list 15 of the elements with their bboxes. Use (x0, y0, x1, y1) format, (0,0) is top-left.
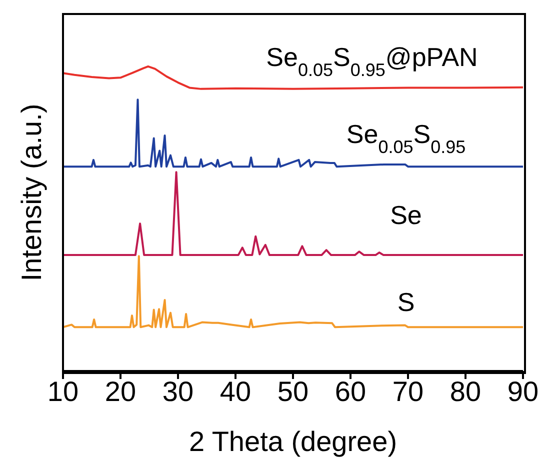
series-label: Se$_{0.05}$S$_{0.95}$@pPAN (266, 42, 478, 80)
x-tick-label: 30 (162, 376, 194, 407)
x-tick-label: 10 (47, 376, 79, 407)
y-axis-title: Intensity (a.u.) (16, 104, 47, 282)
x-tick-label: 40 (220, 376, 252, 407)
x-tick-label: 90 (507, 376, 539, 407)
x-tick-label: 20 (104, 376, 136, 407)
x-tick-label: 70 (392, 376, 424, 407)
x-tick-label: 80 (450, 376, 482, 407)
series-label: Se (390, 200, 422, 230)
series-label: Se$_{0.05}$S$_{0.95}$ (346, 119, 466, 157)
x-tick-label: 50 (277, 376, 309, 407)
x-axis-title: 2 Theta (degree) (188, 426, 398, 457)
series-label: S (397, 287, 415, 317)
x-tick-label: 60 (334, 376, 366, 407)
